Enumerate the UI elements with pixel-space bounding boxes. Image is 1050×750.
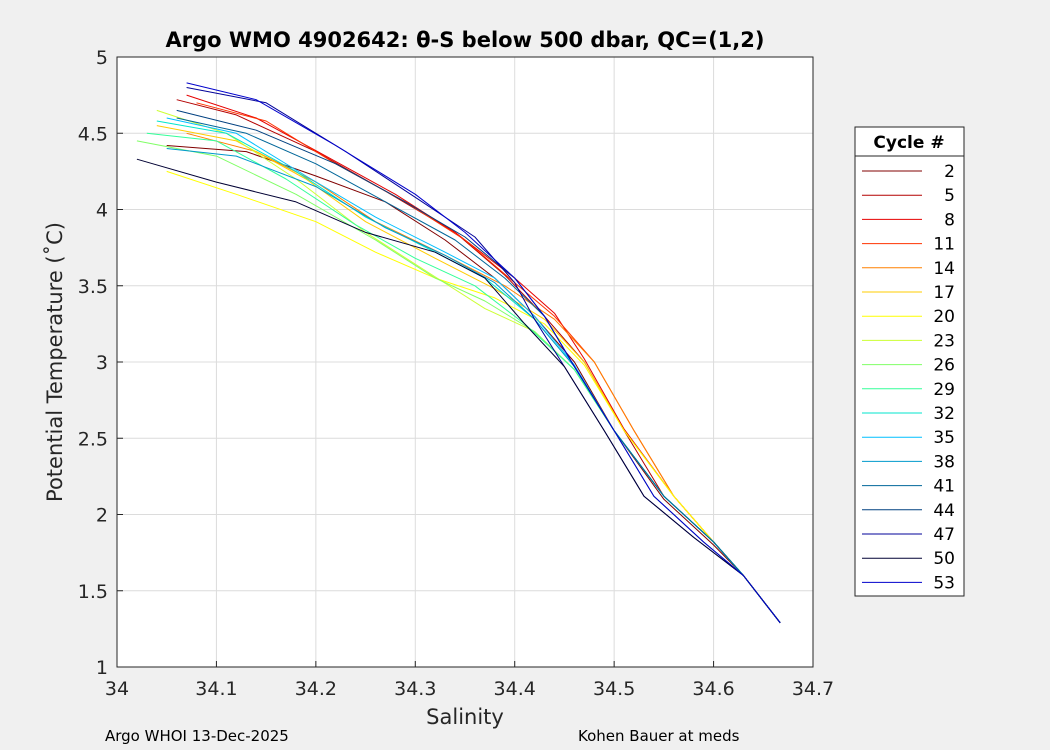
x-tick-label: 34.2 xyxy=(295,678,337,700)
x-tick-label: 34.4 xyxy=(494,678,536,700)
legend-entry-label: 17 xyxy=(933,283,955,303)
legend-entry-label: 26 xyxy=(933,356,955,376)
legend-entry-label: 29 xyxy=(933,380,955,400)
legend-entry-label: 38 xyxy=(933,452,955,472)
legend-entry-label: 20 xyxy=(933,307,955,327)
y-axis-ticks: 1 1.5 2 2.5 3 3.5 4 4.5 5 xyxy=(78,47,123,679)
x-tick-label: 34.1 xyxy=(195,678,237,700)
series-group xyxy=(136,82,781,624)
y-tick-label: 2.5 xyxy=(78,428,108,450)
legend: Cycle # 2 5 8 11 14 17 20 23 26 29 32 35 38 41 44 47 50 5… xyxy=(854,126,965,597)
legend-entry-label: 2 xyxy=(944,162,955,182)
legend-entry-label: 35 xyxy=(933,428,955,448)
legend-entry-label: 50 xyxy=(933,549,955,569)
y-tick-label: 4 xyxy=(96,200,108,222)
legend-entry-label: 53 xyxy=(933,573,955,593)
legend-box xyxy=(854,126,965,597)
x-tick-label: 34.5 xyxy=(593,678,635,700)
y-tick-label: 4.5 xyxy=(78,123,108,145)
x-axis-ticks: 34 34.1 34.2 34.3 34.4 34.5 34.6 34.7 xyxy=(105,661,834,700)
y-tick-label: 2 xyxy=(96,505,108,527)
legend-entry-label: 44 xyxy=(933,501,955,521)
x-tick-label: 34.7 xyxy=(792,678,834,700)
legend-entry-label: 5 xyxy=(944,186,955,206)
legend-entry-label: 41 xyxy=(933,477,955,497)
series-line-cycle-53 xyxy=(186,82,781,624)
y-axis-label: Potential Temperature (˚C) xyxy=(43,222,67,502)
legend-title: Cycle # xyxy=(873,133,944,153)
x-tick-label: 34.3 xyxy=(394,678,436,700)
y-tick-label: 5 xyxy=(96,47,108,69)
y-tick-label: 1.5 xyxy=(78,581,108,603)
x-tick-label: 34.6 xyxy=(692,678,734,700)
legend-entries: 2 5 8 11 14 17 20 23 26 29 32 35 38 41 44 47 50 53 xyxy=(862,162,955,593)
legend-entry-label: 8 xyxy=(944,210,955,230)
y-tick-label: 3.5 xyxy=(78,276,108,298)
x-tick-label: 34 xyxy=(105,678,129,700)
y-tick-label: 1 xyxy=(96,657,108,679)
y-tick-label: 3 xyxy=(96,352,108,374)
plot-area: 34 34.1 34.2 34.3 34.4 34.5 34.6 34.7 11.522.53… xyxy=(78,47,834,700)
legend-entry-label: 47 xyxy=(933,525,955,545)
chart-title: Argo WMO 4902642: θ-S below 500 dbar, QC… xyxy=(166,28,765,52)
series-line-cycle-50 xyxy=(136,158,781,624)
x-axis-label: Salinity xyxy=(426,705,504,729)
legend-entry-label: 14 xyxy=(933,259,955,279)
legend-entry-label: 11 xyxy=(933,235,955,255)
legend-entry-label: 23 xyxy=(933,331,955,351)
footer-left: Argo WHOI 13-Dec-2025 xyxy=(105,727,289,745)
footer-right: Kohen Bauer at meds xyxy=(578,727,740,745)
legend-entry-label: 32 xyxy=(933,404,955,424)
